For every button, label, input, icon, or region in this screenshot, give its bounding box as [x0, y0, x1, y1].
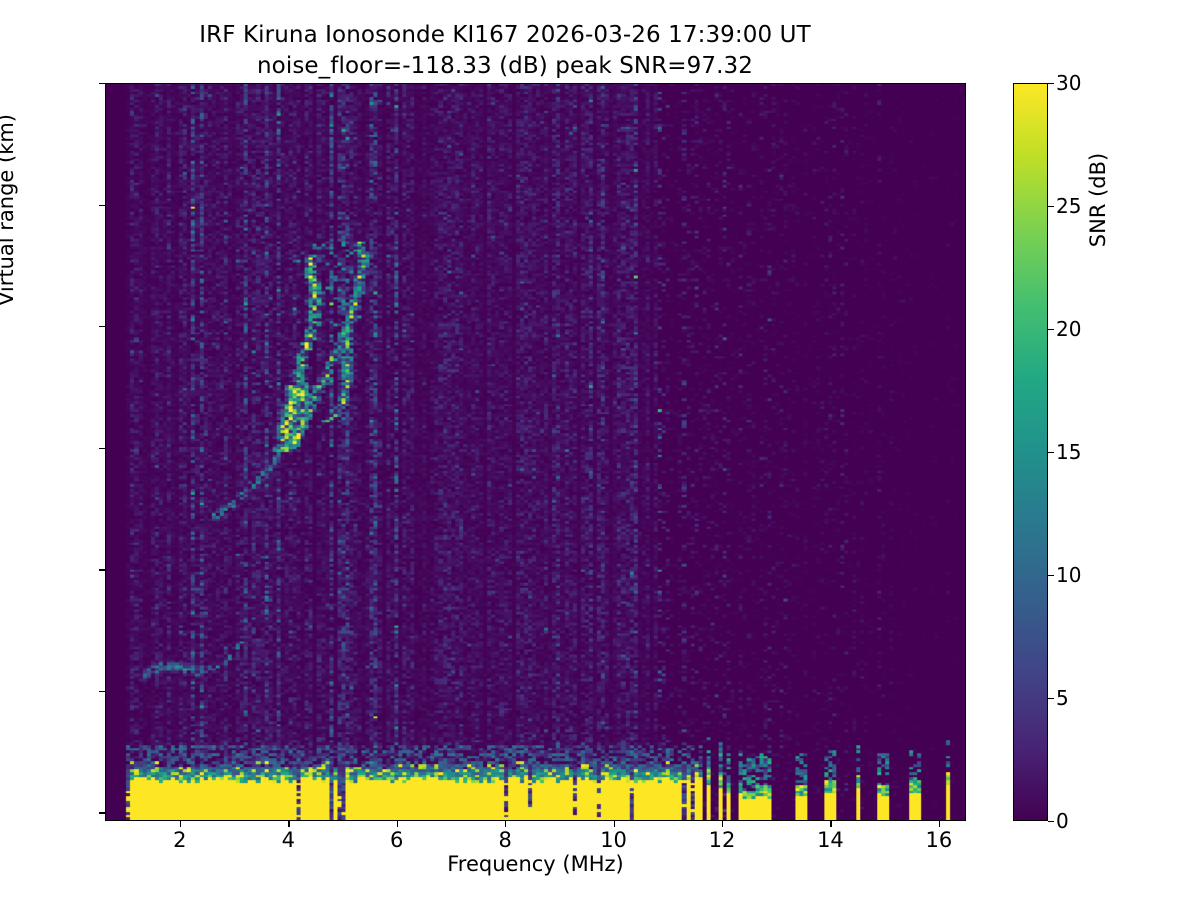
title-line-1: IRF Kiruna Ionosonde KI167 2026-03-26 17… [199, 22, 811, 48]
colorbar-tick-mark [1048, 698, 1054, 700]
y-axis-label: Virtual range (km) [0, 113, 18, 307]
y-tick-mark [99, 569, 105, 571]
colorbar-tick-label: 30 [1056, 71, 1082, 95]
colorbar-tick-label: 15 [1056, 440, 1082, 464]
page-title: IRF Kiruna Ionosonde KI167 2026-03-26 17… [0, 20, 1010, 82]
y-tick-mark [99, 447, 105, 450]
x-tick-label: 12 [708, 828, 736, 852]
y-tick-mark [99, 690, 105, 693]
x-tick-mark [613, 821, 615, 827]
x-axis-label: Frequency (MHz) [447, 852, 624, 876]
x-tick-label: 14 [817, 828, 844, 852]
x-tick-label: 2 [173, 828, 187, 852]
colorbar-tick-mark [1048, 206, 1054, 208]
x-tick-label: 4 [281, 828, 295, 852]
colorbar-tick-label: 25 [1056, 194, 1082, 218]
colorbar-tick-label: 10 [1056, 563, 1082, 587]
x-tick-label: 8 [498, 828, 512, 852]
x-tick-mark [288, 821, 290, 827]
colorbar-tick-label: 5 [1056, 686, 1069, 710]
colorbar-tick-mark [1048, 83, 1054, 85]
y-tick-mark [99, 812, 105, 814]
y-tick-mark [99, 204, 105, 206]
colorbar-tick-mark [1048, 575, 1054, 577]
colorbar-tick-mark [1048, 452, 1054, 454]
colorbar-label: SNR (dB) [1086, 152, 1110, 248]
x-tick-mark [830, 821, 832, 827]
y-tick-mark [99, 83, 105, 85]
x-tick-label: 16 [925, 828, 953, 852]
x-tick-mark [396, 821, 398, 827]
heatmap-plot-area[interactable] [105, 83, 966, 821]
colorbar-gradient [1014, 84, 1047, 820]
colorbar[interactable] [1013, 83, 1048, 821]
x-tick-label: 6 [390, 828, 404, 852]
x-tick-mark [722, 821, 724, 827]
y-tick-mark [99, 326, 105, 328]
title-line-2: noise_floor=-118.33 (dB) peak SNR=97.32 [256, 53, 754, 79]
colorbar-tick-label: 0 [1056, 809, 1069, 833]
colorbar-tick-mark [1048, 329, 1054, 331]
x-tick-mark [505, 821, 507, 827]
x-tick-mark [179, 821, 182, 827]
x-tick-label: 10 [600, 828, 627, 852]
colorbar-tick-label: 20 [1056, 317, 1082, 341]
colorbar-tick-mark [1048, 821, 1054, 823]
ionogram-heatmap-canvas [106, 84, 965, 820]
x-tick-mark [938, 821, 941, 827]
